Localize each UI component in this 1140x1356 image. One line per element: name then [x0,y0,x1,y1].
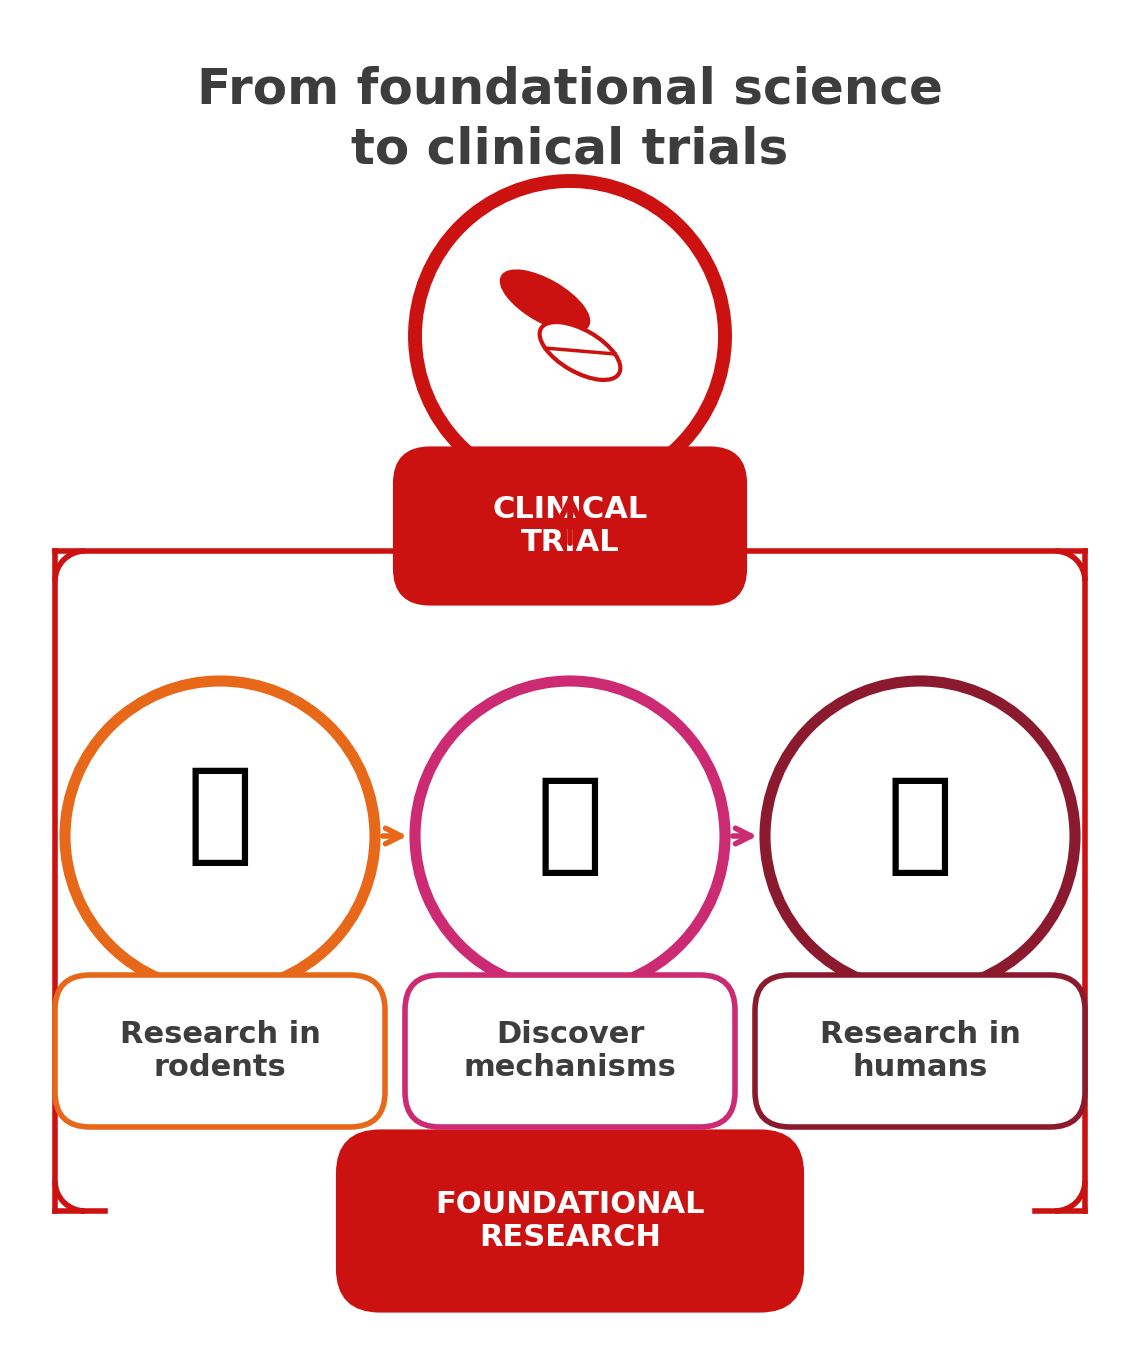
Text: FOUNDATIONAL
RESEARCH: FOUNDATIONAL RESEARCH [435,1189,705,1253]
Text: Research in
rodents: Research in rodents [120,1020,320,1082]
Circle shape [765,681,1075,991]
Text: to clinical trials: to clinical trials [351,126,789,174]
FancyBboxPatch shape [337,1131,803,1310]
Circle shape [415,180,725,491]
Ellipse shape [539,323,620,380]
Text: 🐀: 🐀 [187,762,253,869]
Circle shape [65,681,375,991]
FancyBboxPatch shape [755,975,1085,1127]
Circle shape [415,681,725,991]
Text: CLINICAL
TRIAL: CLINICAL TRIAL [492,495,648,557]
FancyBboxPatch shape [55,975,385,1127]
Ellipse shape [500,270,589,332]
FancyBboxPatch shape [405,975,735,1127]
Text: 🔬: 🔬 [537,773,603,880]
FancyBboxPatch shape [394,449,746,603]
Text: Discover
mechanisms: Discover mechanisms [464,1020,676,1082]
Text: 👥: 👥 [887,773,953,880]
Text: Research in
humans: Research in humans [820,1020,1020,1082]
Text: From foundational science: From foundational science [197,66,943,114]
